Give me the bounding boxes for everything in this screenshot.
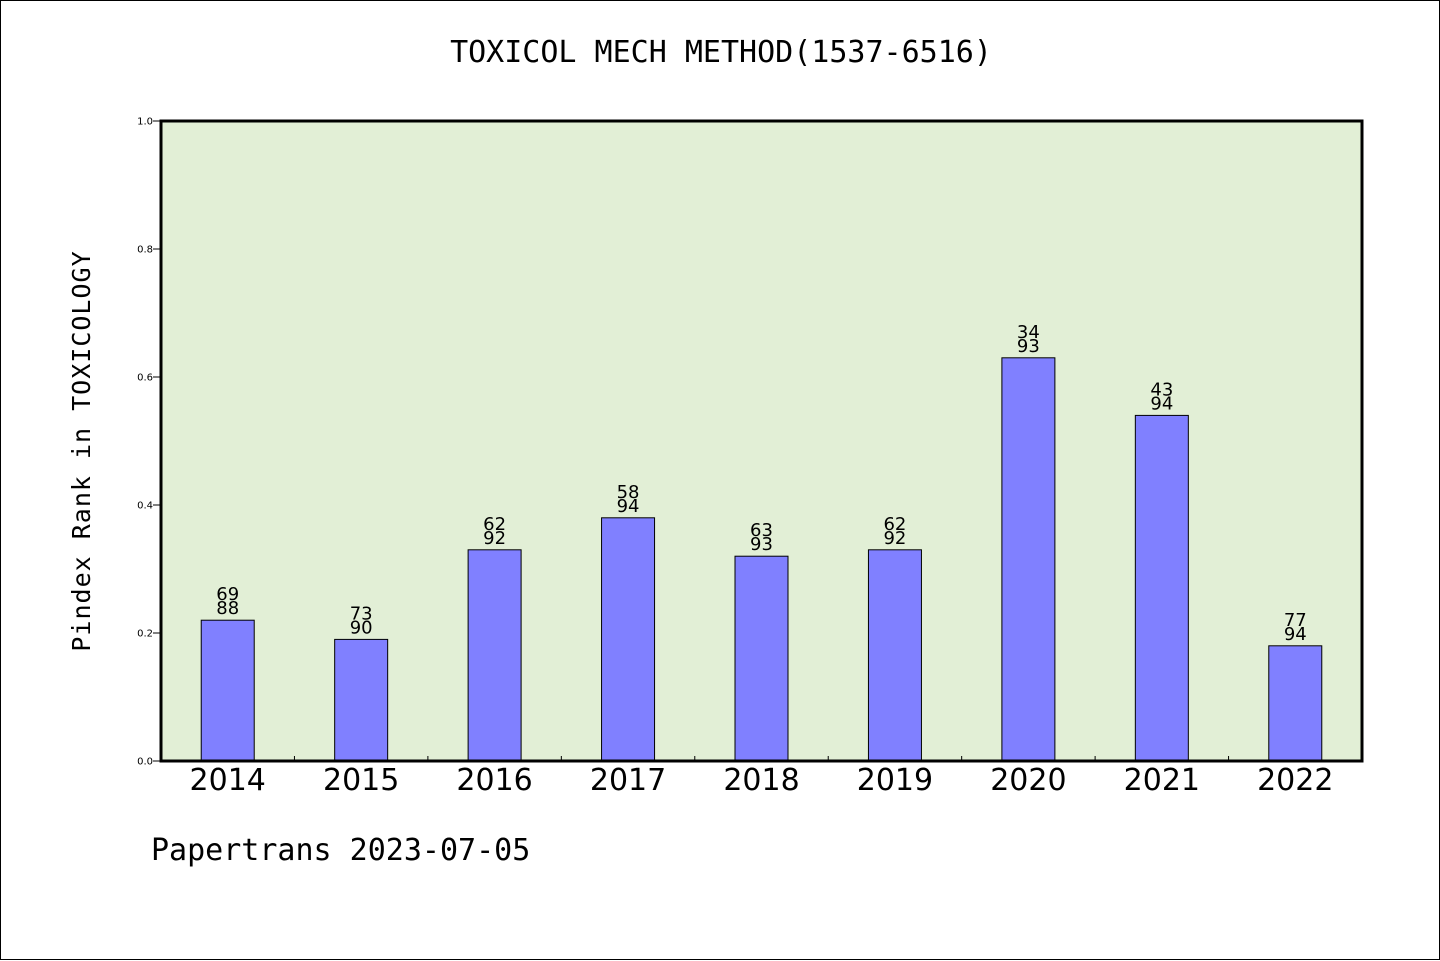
x-tick-label-2018: 2018 [723,763,799,798]
data-label-top-2017: 58 [617,482,640,503]
y-axis-label: Pindex Rank in TOXICOLOGY [67,250,96,651]
bar-2018 [734,555,789,762]
y-tick-label: 0.6 [137,373,153,384]
bar-2017 [601,517,656,762]
data-label-top-2021: 43 [1150,379,1173,400]
bar-2019 [867,549,922,762]
data-label-bottom-2014: 88 [216,598,239,619]
data-label-bottom-2016: 92 [483,528,506,549]
bar-2016 [467,549,522,762]
bar-2022 [1268,645,1323,762]
plot-border [159,119,1364,763]
x-tick-label-2017: 2017 [590,763,666,798]
bar-2015 [334,638,389,762]
data-label-bottom-2015: 90 [350,617,373,638]
x-tick-label-2016: 2016 [456,763,532,798]
y-axis: 0.0 0.2 0.4 0.6 0.8 1.0 [137,117,161,768]
y-tick-label: 0.4 [137,501,153,512]
y-tick-label: 1.0 [137,117,153,128]
x-axis: 2014 2015 2016 2017 2018 2019 2020 2021 2022 [190,756,1333,798]
data-label-bottom-2020: 93 [1017,336,1040,357]
y-tick-label: 0.8 [137,245,153,256]
bar-2020 [1001,357,1056,762]
data-label-top-2016: 62 [483,514,506,535]
data-label-bottom-2021: 94 [1150,393,1173,414]
data-label-top-2015: 73 [350,603,373,624]
data-label-top-2020: 34 [1017,322,1040,343]
data-label-top-2014: 69 [216,584,239,605]
data-label-bottom-2017: 94 [617,496,640,517]
bar-2014 [200,619,255,762]
x-tick-label-2020: 2020 [990,763,1066,798]
data-label-bottom-2022: 94 [1284,624,1307,645]
data-label-top-2018: 63 [750,520,773,541]
y-tick-label: 0.2 [137,629,153,640]
bar-2021 [1134,414,1189,762]
data-label-top-2019: 62 [883,514,906,535]
y-tick-label: 0.0 [137,757,153,768]
x-tick-label-2021: 2021 [1124,763,1200,798]
data-label-top-2022: 77 [1284,610,1307,631]
data-label-bottom-2018: 93 [750,534,773,555]
x-tick-label-2019: 2019 [857,763,933,798]
chart-title: TOXICOL MECH METHOD(1537-6516) [450,35,992,70]
x-tick-label-2015: 2015 [323,763,399,798]
footer-credit: Papertrans 2023-07-05 [151,833,531,868]
data-label-bottom-2019: 92 [883,528,906,549]
x-tick-label-2022: 2022 [1257,763,1333,798]
x-tick-label-2014: 2014 [190,763,266,798]
